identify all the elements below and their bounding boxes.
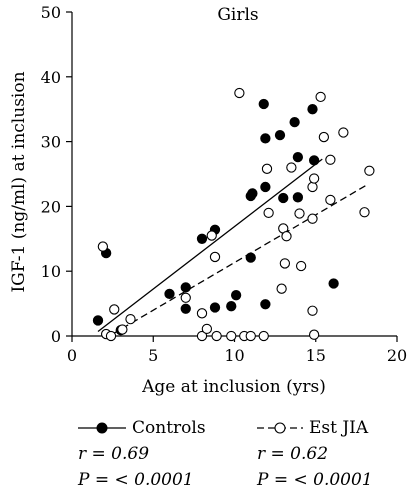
est-jia-point — [318, 131, 330, 143]
est-jia-point — [206, 230, 217, 241]
x-tick-label: 20 — [387, 346, 407, 365]
est-jia-point — [364, 165, 375, 176]
controls-point — [258, 98, 269, 110]
legend-controls: Controls r = 0.69 P = < 0.0001 — [78, 418, 206, 496]
legend-controls-label: Controls — [132, 418, 206, 438]
est-jia-point — [211, 330, 222, 342]
est-jia-point — [117, 324, 128, 335]
x-tick-label: 5 — [148, 346, 158, 365]
est-jia-point — [201, 323, 213, 335]
est-jia-point — [308, 329, 320, 340]
est-jia-point — [281, 231, 292, 242]
legend-est-jia-label-row: Est JIA — [257, 418, 373, 444]
est-jia-p-value: P = < 0.0001 — [257, 470, 373, 490]
y-axis-label: IGF-1 (ng/ml) at inclusion — [9, 71, 29, 292]
controls-r-value: r = 0.69 — [78, 444, 150, 464]
x-tick-label: 0 — [67, 346, 77, 365]
y-tick-label: 30 — [41, 133, 61, 152]
est-jia-point — [359, 207, 370, 218]
est-jia-fit-line — [112, 183, 369, 335]
est-jia-point — [97, 241, 109, 252]
est-jia-point — [286, 162, 297, 173]
controls-point — [260, 299, 271, 310]
controls-p-value: P = < 0.0001 — [78, 470, 194, 490]
controls-point — [289, 117, 300, 128]
controls-point — [226, 301, 237, 312]
est-jia-point — [279, 258, 291, 269]
y-tick-label: 20 — [41, 197, 61, 216]
controls-point — [308, 155, 320, 166]
est-jia-point — [276, 283, 287, 294]
x-tick-label: 15 — [306, 346, 326, 365]
legend-est-jia-marker — [274, 422, 286, 434]
est-jia-point — [261, 163, 273, 174]
est-jia-point — [315, 91, 326, 103]
est-jia-point — [196, 308, 208, 319]
regression-lines — [97, 158, 369, 335]
est-jia-point — [234, 87, 245, 99]
y-tick-label: 0 — [51, 327, 61, 346]
est-jia-point — [263, 207, 274, 219]
controls-point — [180, 282, 191, 293]
legend-est-jia-label: Est JIA — [309, 418, 369, 438]
controls-point — [274, 129, 286, 141]
est-jia-point — [245, 330, 256, 342]
y-tick-label: 50 — [41, 3, 61, 22]
controls-point — [260, 181, 271, 193]
controls-point — [292, 192, 304, 203]
axes: 0 5 10 15 20 0 10 20 30 40 50 — [41, 3, 407, 365]
est-jia-point — [307, 181, 318, 193]
controls-point — [278, 192, 289, 204]
est-jia-point — [180, 292, 191, 303]
est-jia-point — [258, 330, 269, 342]
legend-controls-label-row: Controls — [78, 418, 206, 444]
est-jia-point — [209, 251, 221, 263]
controls-point — [260, 133, 271, 144]
est-jia-point — [226, 330, 237, 342]
legend-controls-marker — [96, 422, 108, 434]
est-jia-point — [295, 260, 307, 272]
est-jia-point — [325, 154, 336, 165]
controls-point — [292, 152, 304, 163]
est-jia-point — [325, 194, 336, 206]
legend-keys — [78, 422, 303, 434]
legend-est-jia: Est JIA r = 0.62 P = < 0.0001 — [257, 418, 373, 496]
est-jia-point — [109, 304, 120, 315]
chart-title: Girls — [217, 5, 258, 25]
controls-point — [164, 288, 175, 300]
controls-point — [247, 188, 258, 199]
controls-point — [328, 278, 339, 289]
est-jia-point — [125, 314, 136, 325]
est-jia-point — [105, 330, 117, 342]
est-jia-point — [307, 305, 318, 316]
est-jia-point — [308, 173, 320, 184]
controls-fit-line — [97, 158, 323, 332]
controls-point — [196, 233, 208, 244]
x-tick-label: 10 — [224, 346, 244, 365]
est-jia-point — [307, 213, 318, 224]
controls-point — [92, 315, 104, 326]
controls-point — [209, 302, 221, 313]
data-points — [92, 87, 375, 342]
est-jia-r-value: r = 0.62 — [257, 444, 329, 464]
est-jia-point — [196, 330, 208, 342]
controls-point — [307, 104, 318, 115]
controls-point — [180, 303, 191, 314]
est-jia-point — [294, 208, 305, 219]
controls-point — [245, 252, 256, 263]
est-jia-point — [338, 127, 349, 138]
y-tick-label: 40 — [41, 68, 61, 87]
x-axis-label: Age at inclusion (yrs) — [141, 377, 326, 397]
y-tick-label: 10 — [41, 262, 61, 281]
controls-point — [230, 290, 242, 301]
